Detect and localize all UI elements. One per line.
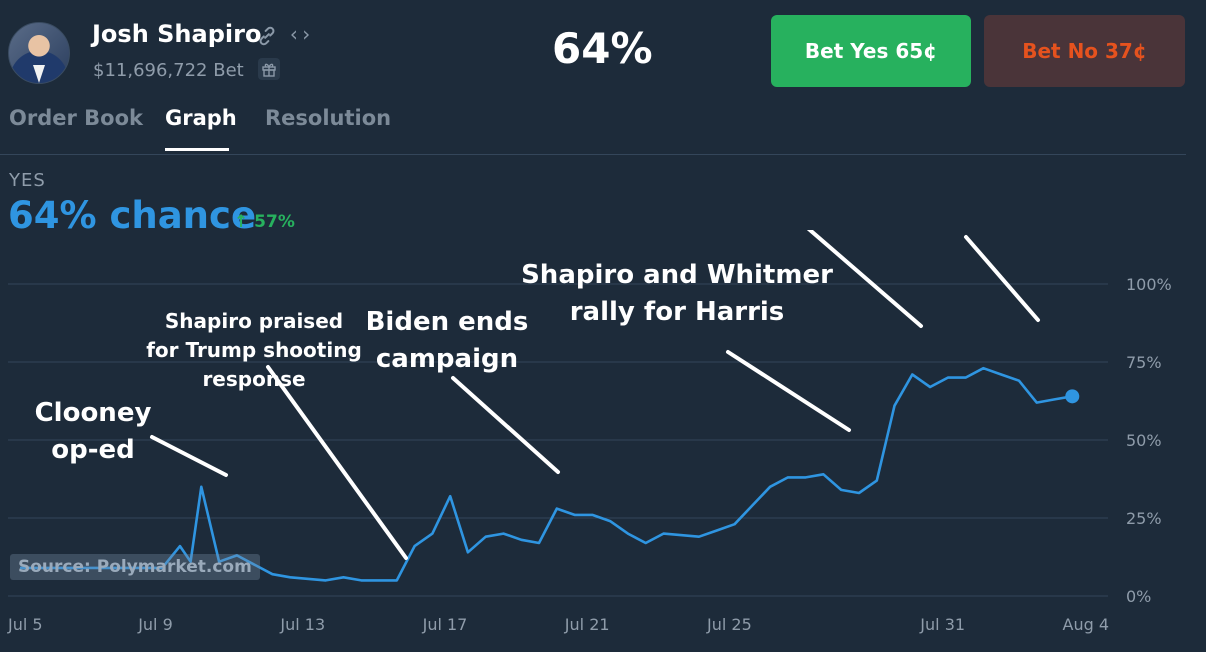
y-tick-label: 75%	[1126, 353, 1162, 372]
x-tick-label: Jul 9	[137, 615, 173, 634]
bet-yes-button[interactable]: Bet Yes 65¢	[771, 15, 971, 87]
annotation-arrow	[726, 350, 851, 432]
x-tick-label: Jul 25	[706, 615, 752, 634]
annotation-label: Shapiro praised	[165, 309, 343, 333]
annotation-label: Biden ends	[366, 307, 529, 337]
volume-text: $11,696,722 Bet	[93, 60, 244, 81]
avatar	[8, 22, 70, 84]
y-tick-label: 100%	[1126, 275, 1172, 294]
annotation-arrow	[964, 235, 1040, 322]
x-tick-label: Aug 4	[1063, 615, 1110, 634]
bet-no-button[interactable]: Bet No 37¢	[984, 15, 1185, 87]
tab-order-book[interactable]: Order Book	[9, 106, 143, 130]
tab-graph[interactable]: Graph	[165, 106, 237, 130]
probability-chart: 0% 25% 50% 75% 100% Jul 5 Jul 9 Jul 13 Jul 17 Jul…	[7, 230, 1172, 634]
market-title: Josh Shapiro	[92, 20, 262, 48]
annotation-label: campaign	[376, 344, 518, 374]
current-probability: 64%	[552, 24, 653, 73]
annotation-arrow	[451, 376, 560, 474]
y-tick-label: 25%	[1126, 509, 1162, 528]
chance-text: 64% chance	[8, 194, 257, 237]
annotation-arrow	[266, 365, 408, 560]
change-indicator: ↑ 57%	[234, 212, 295, 232]
market-header: Josh Shapiro ‹› $11,696,722 Bet 64% Bet …	[0, 0, 1206, 100]
x-tick-label: Jul 17	[422, 615, 468, 634]
annotation-label: rally for Harris	[570, 297, 785, 327]
series-line	[20, 366, 1073, 582]
annotation-label: op-ed	[51, 435, 135, 465]
x-tick-label: Jul 13	[279, 615, 325, 634]
gift-icon[interactable]	[258, 58, 280, 80]
x-tick-label: Jul 5	[7, 615, 43, 634]
annotation-arrow	[150, 435, 228, 477]
annotation-label: for Trump shooting	[146, 338, 362, 362]
outcome-label: YES	[9, 170, 46, 191]
x-tick-label: Jul 31	[919, 615, 965, 634]
annotation-label: Shapiro and Whitmer	[521, 260, 833, 290]
tab-resolution[interactable]: Resolution	[265, 106, 392, 130]
link-icon[interactable]	[256, 25, 278, 47]
current-point	[1065, 389, 1080, 404]
annotation-label: response	[202, 367, 305, 391]
embed-code-icon[interactable]: ‹›	[288, 22, 313, 46]
x-tick-label: Jul 21	[564, 615, 610, 634]
active-tab-indicator	[165, 148, 229, 151]
tab-bar: Order Book Graph Resolution	[0, 100, 1186, 155]
source-watermark: Source: Polymarket.com	[10, 554, 260, 580]
annotation-label: Clooney	[35, 398, 152, 428]
y-tick-label: 50%	[1126, 431, 1162, 450]
y-tick-label: 0%	[1126, 587, 1151, 606]
annotation-arrow	[806, 230, 923, 328]
